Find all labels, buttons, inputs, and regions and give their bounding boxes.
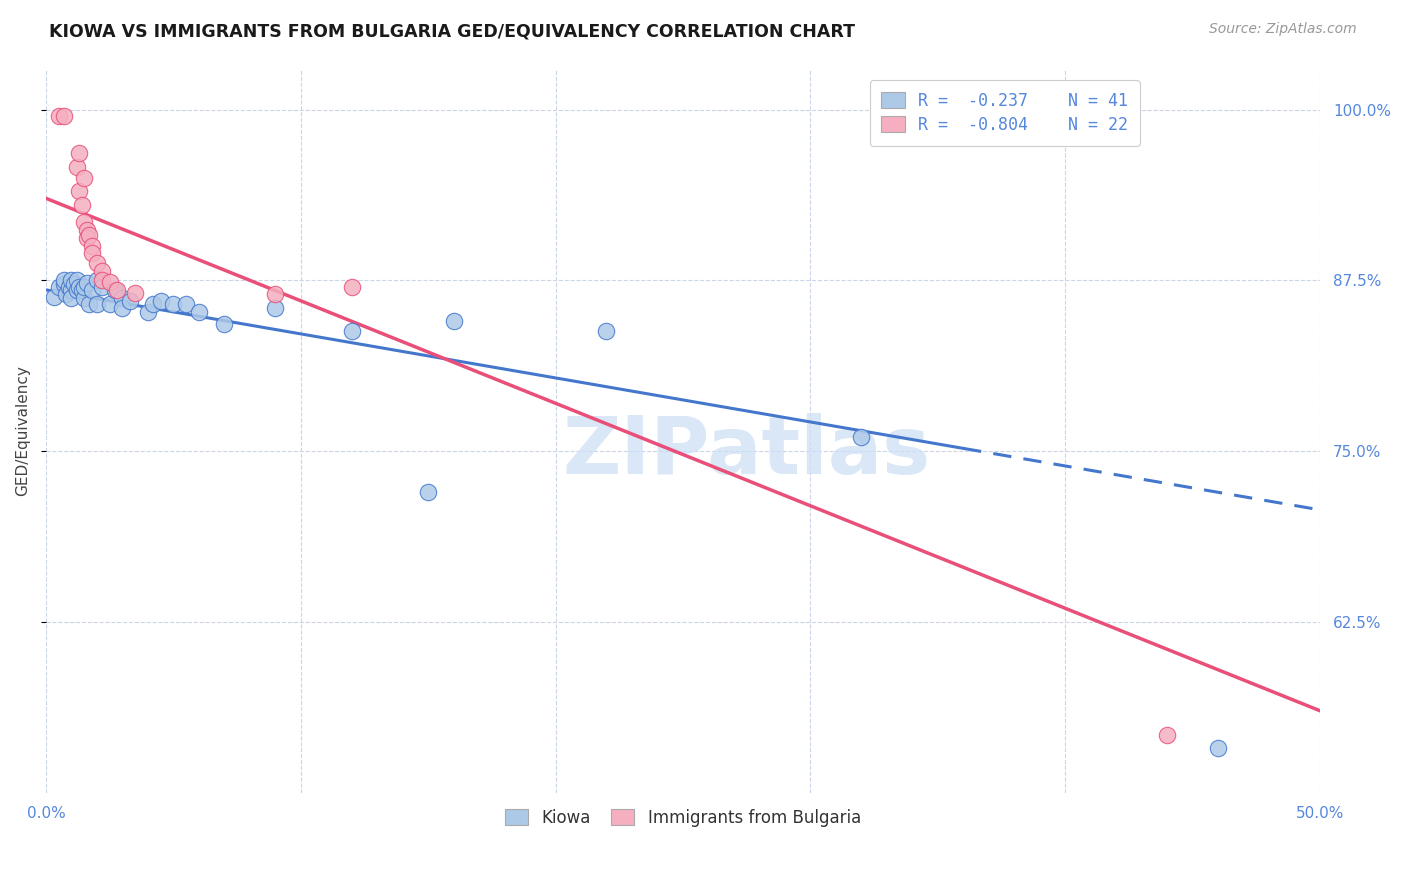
Point xyxy=(58,280,80,294)
Point xyxy=(86,273,108,287)
Point xyxy=(70,198,93,212)
Point xyxy=(48,280,70,294)
Point xyxy=(73,280,96,294)
Point xyxy=(55,287,77,301)
Point xyxy=(91,264,114,278)
Point xyxy=(214,317,236,331)
Text: ZIPatlas: ZIPatlas xyxy=(562,413,931,491)
Point xyxy=(111,291,134,305)
Point xyxy=(851,430,873,444)
Point xyxy=(264,287,287,301)
Point xyxy=(67,280,90,294)
Point xyxy=(1206,740,1229,755)
Point xyxy=(79,296,101,310)
Point xyxy=(443,314,465,328)
Point xyxy=(63,277,86,292)
Point xyxy=(80,246,103,260)
Point xyxy=(73,291,96,305)
Point xyxy=(149,293,172,308)
Point xyxy=(52,273,75,287)
Point xyxy=(73,214,96,228)
Point xyxy=(60,283,83,297)
Point xyxy=(174,296,197,310)
Point xyxy=(60,273,83,287)
Point xyxy=(52,109,75,123)
Point xyxy=(70,283,93,297)
Point xyxy=(595,324,617,338)
Point xyxy=(187,304,209,318)
Point xyxy=(67,146,90,161)
Point xyxy=(65,160,87,174)
Point xyxy=(118,293,141,308)
Y-axis label: GED/Equivalency: GED/Equivalency xyxy=(15,365,30,496)
Point xyxy=(98,275,121,289)
Text: KIOWA VS IMMIGRANTS FROM BULGARIA GED/EQUIVALENCY CORRELATION CHART: KIOWA VS IMMIGRANTS FROM BULGARIA GED/EQ… xyxy=(49,22,855,40)
Point xyxy=(340,280,363,294)
Point xyxy=(42,290,65,304)
Point xyxy=(76,223,98,237)
Point xyxy=(124,285,146,300)
Point xyxy=(105,283,128,297)
Point xyxy=(136,304,159,318)
Point xyxy=(98,296,121,310)
Point xyxy=(142,296,165,310)
Point xyxy=(91,280,114,294)
Point xyxy=(73,170,96,185)
Point xyxy=(162,296,184,310)
Point xyxy=(65,273,87,287)
Point xyxy=(76,276,98,290)
Point xyxy=(264,301,287,315)
Point xyxy=(52,277,75,292)
Point xyxy=(86,296,108,310)
Point xyxy=(48,109,70,123)
Point xyxy=(340,324,363,338)
Point xyxy=(67,185,90,199)
Point xyxy=(91,273,114,287)
Point xyxy=(416,485,439,500)
Point xyxy=(65,283,87,297)
Point xyxy=(76,231,98,245)
Point xyxy=(79,228,101,243)
Point xyxy=(1156,728,1178,742)
Point xyxy=(80,239,103,253)
Point xyxy=(60,291,83,305)
Point xyxy=(80,283,103,297)
Text: Source: ZipAtlas.com: Source: ZipAtlas.com xyxy=(1209,22,1357,37)
Point xyxy=(86,255,108,269)
Point xyxy=(111,301,134,315)
Legend: Kiowa, Immigrants from Bulgaria: Kiowa, Immigrants from Bulgaria xyxy=(496,800,869,835)
Point xyxy=(104,283,127,297)
